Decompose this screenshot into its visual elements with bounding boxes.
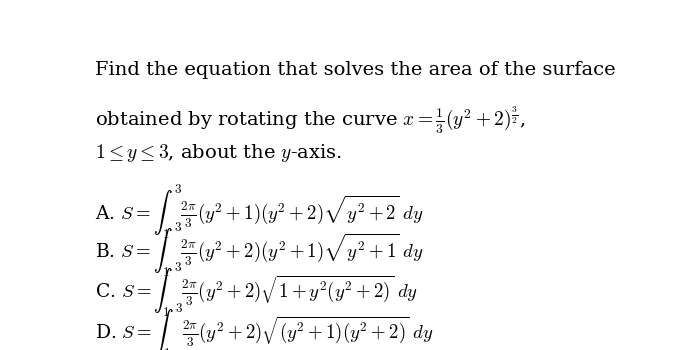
Text: obtained by rotating the curve $x = \frac{1}{3}(y^2 + 2)^{\frac{3}{2}}$,: obtained by rotating the curve $x = \fra… (95, 104, 526, 136)
Text: C. $S = \int_{1}^{3} \frac{2\pi}{3}(y^2 + 2)\sqrt{1 + y^2(y^2 + 2)}\; dy$: C. $S = \int_{1}^{3} \frac{2\pi}{3}(y^2 … (95, 260, 418, 319)
Text: A. $S = \int_{1}^{3} \frac{2\pi}{3}(y^2 + 1)(y^2 + 2)\sqrt{y^2 + 2}\; dy$: A. $S = \int_{1}^{3} \frac{2\pi}{3}(y^2 … (95, 182, 423, 241)
Text: B. $S = \int_{1}^{3} \frac{2\pi}{3}(y^2 + 2)(y^2 + 1)\sqrt{y^2 + 1}\; dy$: B. $S = \int_{1}^{3} \frac{2\pi}{3}(y^2 … (95, 220, 423, 279)
Text: D. $S = \int_{1}^{3} \frac{2\pi}{3}(y^2 + 2)\sqrt{(y^2 + 1)(y^2 + 2)}\; dy$: D. $S = \int_{1}^{3} \frac{2\pi}{3}(y^2 … (95, 301, 433, 350)
Text: $1 \leq y \leq 3$, about the $y$-axis.: $1 \leq y \leq 3$, about the $y$-axis. (95, 142, 342, 164)
Text: Find the equation that solves the area of the surface: Find the equation that solves the area o… (95, 61, 616, 79)
